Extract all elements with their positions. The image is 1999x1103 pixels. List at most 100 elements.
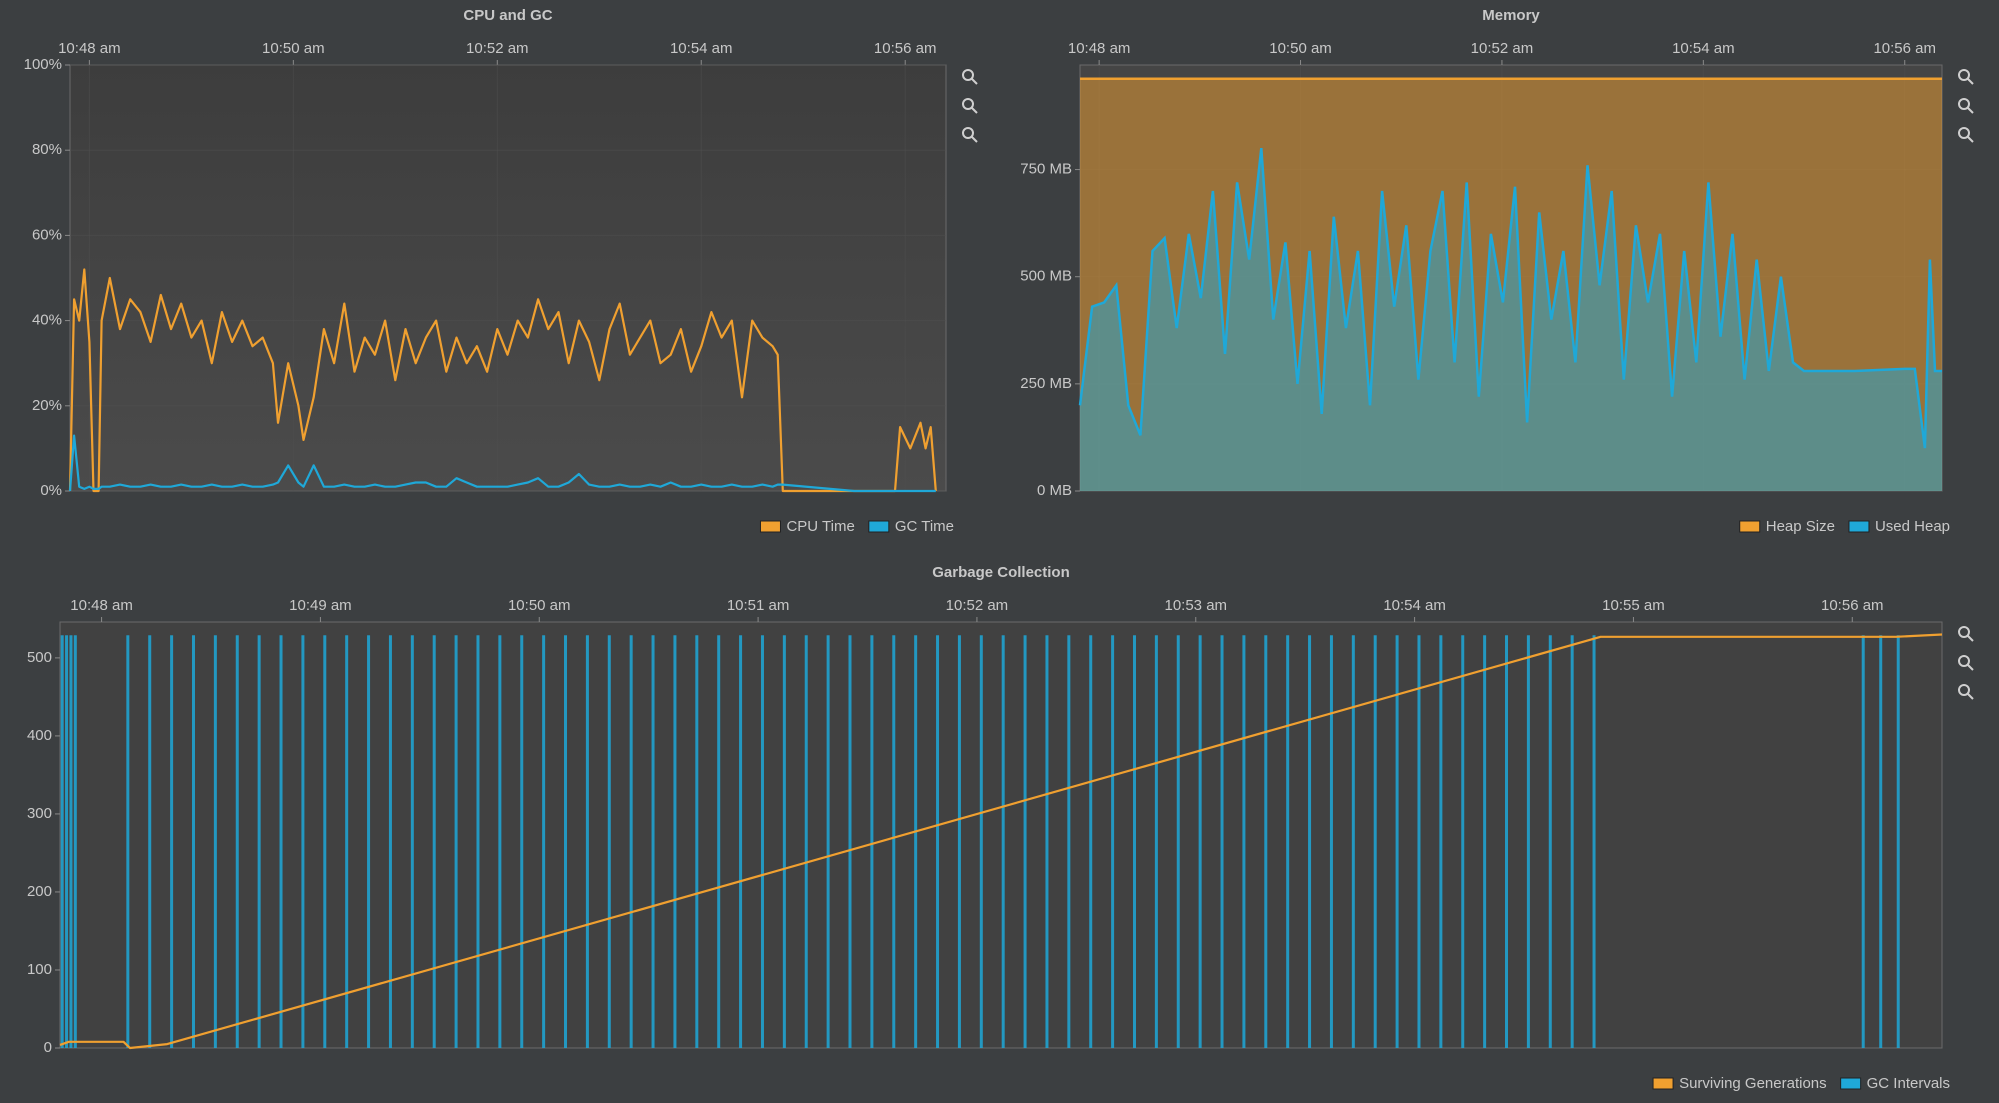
bar <box>323 635 327 1048</box>
y-tick-label: 20% <box>32 397 62 414</box>
bar <box>760 635 764 1048</box>
y-tick-label: 750 MB <box>1020 161 1072 178</box>
bar <box>739 635 743 1048</box>
legend-swatch <box>1848 520 1870 533</box>
bar <box>367 635 371 1048</box>
y-tick-label: 300 <box>27 805 52 822</box>
bar <box>1198 635 1202 1048</box>
bar <box>673 635 677 1048</box>
bar <box>170 635 174 1048</box>
bar <box>1001 635 1005 1048</box>
bar <box>1395 635 1399 1048</box>
legend-swatch <box>1840 1077 1862 1090</box>
x-tick-label: 10:54 am <box>1383 597 1446 614</box>
bar <box>279 635 283 1048</box>
x-tick-label: 10:54 am <box>1672 40 1735 57</box>
bar <box>1132 635 1136 1048</box>
x-tick-label: 10:52 am <box>1471 40 1534 57</box>
x-tick-label: 10:56 am <box>1821 597 1884 614</box>
y-tick-label: 80% <box>32 141 62 158</box>
bar <box>1461 635 1465 1048</box>
y-tick-label: 400 <box>27 727 52 744</box>
legend-swatch <box>1739 520 1761 533</box>
bar <box>1220 635 1224 1048</box>
bar <box>585 635 589 1048</box>
y-tick-label: 0% <box>40 482 62 499</box>
bar <box>1861 635 1865 1048</box>
bar <box>257 635 261 1048</box>
series-line <box>68 434 936 493</box>
legend-swatch <box>1652 1077 1674 1090</box>
x-tick-label: 10:51 am <box>727 597 790 614</box>
bar <box>1242 635 1246 1048</box>
zoom-reset[interactable] <box>962 69 978 85</box>
bar <box>1439 635 1443 1048</box>
x-tick-label: 10:50 am <box>262 40 325 57</box>
bar <box>1067 635 1071 1048</box>
zoom-out[interactable] <box>962 127 978 143</box>
series-area <box>1080 148 1942 491</box>
bar <box>520 635 524 1048</box>
bar <box>848 635 852 1048</box>
x-tick-label: 10:49 am <box>289 597 352 614</box>
y-tick-label: 0 MB <box>1037 482 1072 499</box>
bar <box>870 635 874 1048</box>
bar <box>498 635 502 1048</box>
bar <box>1548 635 1552 1048</box>
x-tick-label: 10:52 am <box>946 597 1009 614</box>
bar <box>892 635 896 1048</box>
y-tick-label: 250 MB <box>1020 375 1072 392</box>
bar <box>1879 635 1883 1048</box>
bar <box>1111 635 1115 1048</box>
x-tick-label: 10:55 am <box>1602 597 1665 614</box>
y-tick-label: 100 <box>27 961 52 978</box>
bar <box>1373 635 1377 1048</box>
bar <box>73 635 77 1048</box>
plot-area <box>69 64 947 492</box>
bar <box>1264 635 1268 1048</box>
bar <box>1308 635 1312 1048</box>
bar <box>1045 635 1049 1048</box>
zoom-in[interactable] <box>1958 98 1974 114</box>
x-tick-label: 10:48 am <box>70 597 133 614</box>
x-tick-label: 10:52 am <box>466 40 529 57</box>
chart-title: Garbage Collection <box>932 564 1070 581</box>
bar <box>979 635 983 1048</box>
zoom-in[interactable] <box>1958 655 1974 671</box>
zoom-out[interactable] <box>1958 684 1974 700</box>
bar <box>1286 635 1290 1048</box>
zoom-reset[interactable] <box>1958 626 1974 642</box>
x-tick-label: 10:50 am <box>1269 40 1332 57</box>
bar <box>476 635 480 1048</box>
chart-panel: Memory 10:48 am 10:50 am 10:52 am 10:54 am 10… <box>1020 7 1950 535</box>
bar <box>148 635 152 1048</box>
x-tick-label: 10:56 am <box>874 40 937 57</box>
x-tick-label: 10:53 am <box>1164 597 1227 614</box>
series-line <box>68 268 937 493</box>
bar <box>345 635 349 1048</box>
bar <box>60 635 64 1048</box>
zoom-out[interactable] <box>1958 127 1974 143</box>
chart-title: CPU and GC <box>463 7 552 24</box>
chart-panel: Garbage Collection 10:48 am 10:49 am 10:50 … <box>27 564 1950 1092</box>
bar <box>1417 635 1421 1048</box>
bar <box>1176 635 1180 1048</box>
zoom-in[interactable] <box>962 98 978 114</box>
bar <box>1526 635 1530 1048</box>
bar <box>1505 635 1509 1048</box>
bar <box>914 635 918 1048</box>
bar <box>651 635 655 1048</box>
bar <box>695 635 699 1048</box>
zoom-reset[interactable] <box>1958 69 1974 85</box>
legend-label: GC Time <box>895 518 954 535</box>
bar <box>1351 635 1355 1048</box>
y-tick-label: 500 MB <box>1020 268 1072 285</box>
bar <box>1089 635 1093 1048</box>
x-tick-label: 10:48 am <box>1068 40 1131 57</box>
bar <box>191 635 195 1048</box>
bar <box>542 635 546 1048</box>
series-line <box>1078 147 1942 449</box>
bar <box>301 635 305 1048</box>
